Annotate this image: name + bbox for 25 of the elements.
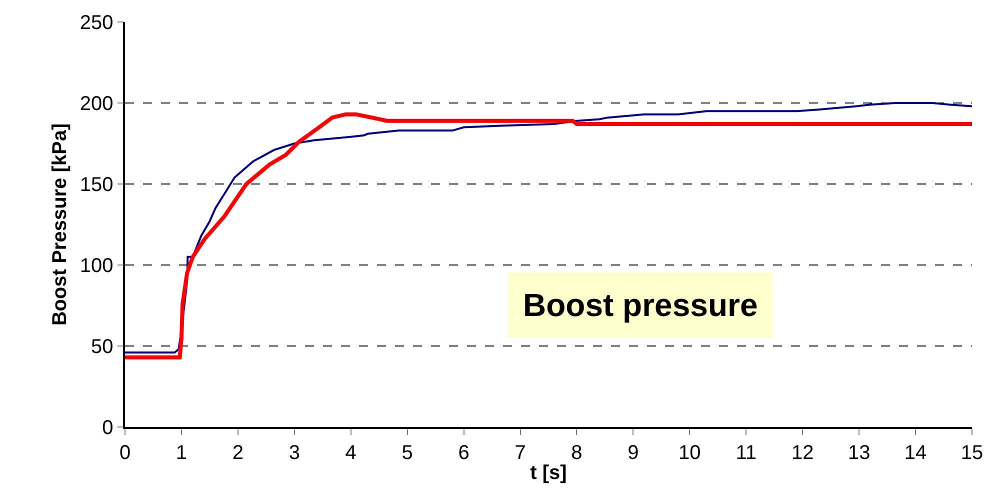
x-tick-label: 12 bbox=[791, 442, 814, 464]
x-tick-label: 4 bbox=[345, 442, 356, 464]
x-tick-label: 13 bbox=[848, 442, 870, 464]
x-tick-label: 8 bbox=[571, 442, 582, 464]
y-tick-label: 250 bbox=[80, 12, 114, 34]
x-tick-label: 6 bbox=[458, 442, 470, 464]
x-tick-label: 0 bbox=[119, 442, 131, 464]
y-tick-label: 150 bbox=[80, 174, 114, 196]
x-tick-label: 11 bbox=[736, 442, 757, 464]
x-axis-title: t [s] bbox=[530, 462, 567, 484]
x-tick-label: 7 bbox=[514, 442, 526, 464]
x-tick-label: 9 bbox=[628, 442, 639, 464]
x-tick-label: 15 bbox=[960, 442, 984, 464]
x-tick-label: 1 bbox=[176, 442, 188, 464]
y-tick-label: 200 bbox=[80, 93, 114, 115]
x-tick-label: 3 bbox=[288, 442, 300, 464]
y-axis-title: Boost Pressure [kPa] bbox=[48, 123, 71, 326]
x-tick-label: 2 bbox=[232, 442, 244, 464]
y-tick-label: 50 bbox=[91, 336, 114, 358]
y-tick-label: 0 bbox=[102, 417, 114, 439]
y-tick-label: 100 bbox=[80, 255, 114, 277]
x-tick-label: 5 bbox=[402, 442, 413, 464]
annotation: Boost pressure bbox=[523, 287, 758, 323]
x-tick-label: 14 bbox=[904, 442, 927, 464]
x-tick-label: 10 bbox=[678, 442, 701, 464]
